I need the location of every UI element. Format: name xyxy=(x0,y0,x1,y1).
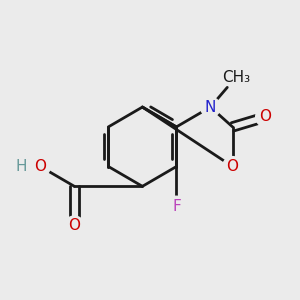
Text: O: O xyxy=(260,110,272,124)
Circle shape xyxy=(14,159,28,174)
Text: O: O xyxy=(68,218,80,233)
Text: O: O xyxy=(34,159,46,174)
Circle shape xyxy=(167,196,186,216)
Text: N: N xyxy=(205,100,216,115)
Text: H: H xyxy=(16,159,27,174)
Circle shape xyxy=(31,157,50,176)
Circle shape xyxy=(256,107,275,127)
Circle shape xyxy=(200,97,220,117)
Circle shape xyxy=(223,157,242,176)
Text: CH₃: CH₃ xyxy=(222,70,250,85)
Circle shape xyxy=(226,68,246,87)
Text: O: O xyxy=(226,159,238,174)
Text: F: F xyxy=(172,199,181,214)
Circle shape xyxy=(64,216,84,236)
